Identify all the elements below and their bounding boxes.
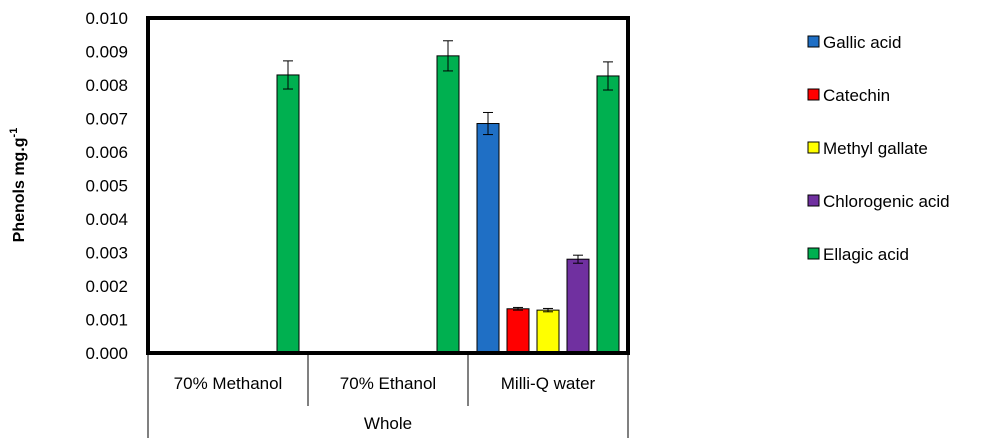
x-category-label: 70% Methanol: [174, 374, 283, 393]
bar: [566, 258, 590, 354]
x-category-label: 70% Ethanol: [340, 374, 436, 393]
bars-layer: [276, 40, 620, 354]
legend-label: Gallic acid: [823, 33, 901, 52]
x-category-label: Milli-Q water: [501, 374, 596, 393]
legend-swatch: [807, 141, 820, 154]
y-tick-label: 0.000: [85, 344, 128, 363]
bar: [536, 309, 560, 354]
y-tick-label: 0.003: [85, 244, 128, 263]
legend-label: Ellagic acid: [823, 245, 909, 264]
bar: [276, 74, 300, 354]
y-tick-label: 0.001: [85, 311, 128, 330]
legend-label: Chlorogenic acid: [823, 192, 950, 211]
y-axis-label: Phenols mg.g-1: [8, 128, 28, 243]
x-group-label: Whole: [364, 414, 412, 433]
y-tick-label: 0.002: [85, 277, 128, 296]
legend-swatch: [807, 194, 820, 207]
y-axis-label-main: Phenols mg.g: [11, 137, 28, 242]
y-tick-label: 0.009: [85, 43, 128, 62]
legend-label: Methyl gallate: [823, 139, 928, 158]
bar: [476, 123, 500, 354]
plot-frame: [146, 16, 630, 355]
legend: Gallic acid Catechin Methyl gallate Chlorog…: [807, 33, 950, 264]
legend-label: Catechin: [823, 86, 890, 105]
y-tick-label: 0.008: [85, 76, 128, 95]
y-tick-label: 0.004: [85, 210, 128, 229]
y-tick-label: 0.010: [85, 9, 128, 28]
y-tick-label: 0.007: [85, 110, 128, 129]
legend-swatch: [807, 88, 820, 101]
y-tick-label: 0.005: [85, 177, 128, 196]
bar: [436, 55, 460, 354]
legend-swatch: [807, 247, 820, 260]
legend-swatch: [807, 35, 820, 48]
bar: [506, 308, 530, 354]
y-tick-label: 0.006: [85, 143, 128, 162]
y-axis-label-superscript: -1: [8, 128, 20, 138]
axis-layer: 0.000 0.001 0.002 0.003 0.004 0.005 0.006 0.007…: [85, 9, 629, 438]
bar: [596, 75, 620, 354]
